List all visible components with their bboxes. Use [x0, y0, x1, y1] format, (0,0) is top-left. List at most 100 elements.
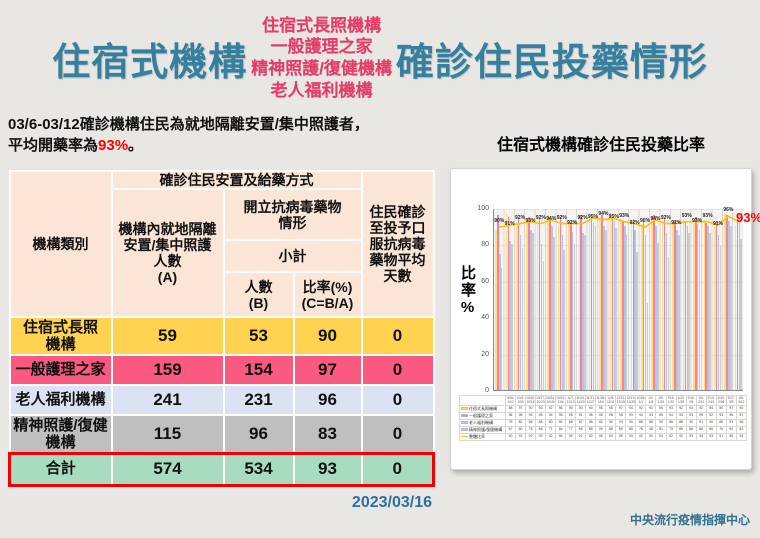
- mini-value-cell: 75: [504, 419, 517, 427]
- mini-table-header: 9/26- 10/2 10/3- 10/9 10/10- 10/16 10/17- 10/23…: [459, 395, 748, 406]
- bar: [590, 217, 593, 390]
- mini-value-cell: 95: [695, 412, 707, 420]
- mini-date-cell: 10/31- 11/6: [555, 395, 567, 406]
- mini-value-cell: 90: [715, 405, 727, 413]
- cell-c: 83: [292, 414, 363, 455]
- bar: [540, 244, 543, 390]
- gridline: [494, 245, 743, 247]
- row-label: 老人福利機構: [8, 384, 113, 417]
- bar: [611, 217, 614, 390]
- bar: [630, 222, 633, 390]
- bar: [653, 215, 655, 390]
- bar: [625, 235, 628, 390]
- mini-value-cell: 90: [735, 405, 748, 413]
- mini-value-cell: 95: [565, 412, 577, 420]
- bar: [516, 226, 518, 390]
- bar: [717, 235, 720, 390]
- mini-value-cell: 93: [725, 419, 737, 427]
- bar: [703, 218, 706, 390]
- bar: [688, 233, 690, 390]
- mini-value-cell: 88: [535, 419, 547, 427]
- bar: [632, 218, 635, 390]
- bar: [622, 220, 624, 390]
- bar: [568, 220, 570, 390]
- final-rate-label: 93%: [736, 209, 760, 225]
- bar: [507, 217, 510, 390]
- mini-value-cell: 93: [535, 433, 547, 441]
- mini-value-cell: 90: [555, 419, 567, 427]
- mini-value-cell: 88: [504, 405, 517, 413]
- point-label: 93%: [702, 212, 713, 219]
- point-label: 96%: [723, 207, 734, 214]
- mini-value-cell: 86: [585, 419, 597, 427]
- mini-value-cell: 95: [615, 412, 627, 420]
- mini-value-cell: 90: [525, 405, 537, 413]
- bar: [536, 222, 539, 390]
- mini-value-cell: 94: [545, 412, 557, 420]
- mini-value-cell: 92: [565, 433, 577, 441]
- cell-a: 241: [110, 384, 225, 417]
- mini-value-cell: 87: [575, 419, 587, 427]
- mini-value-cell: 85: [565, 419, 577, 427]
- table-row-elder-welfare: 老人福利機構 241 231 96 0: [8, 384, 435, 417]
- header-col-b: 人數 (B): [222, 271, 295, 319]
- legend-label: 整體比率: [469, 433, 485, 439]
- bar: [677, 235, 680, 390]
- mini-value-cell: 80: [545, 419, 557, 427]
- mini-value-cell: 78: [525, 426, 537, 434]
- mini-value-cell: 85: [625, 426, 637, 434]
- chart-panel: 比率% 0 20 40 60 80 100 90% 91% 92% 93% 92% 94% 92% 92…: [450, 168, 760, 470]
- bar: [726, 215, 728, 390]
- summary-text: 03/6-03/12確診機構住民為就地隔離安置/集中照護者， 平均開藥率為93%…: [8, 114, 436, 156]
- bar: [521, 248, 524, 390]
- mini-value-cell: 86: [665, 419, 677, 427]
- mini-value-cell: 95: [595, 433, 607, 441]
- bar: [538, 218, 541, 390]
- mini-value-cell: 86: [535, 426, 547, 434]
- table-row-psychiatric-rehab: 精神照護/復健 機構 115 96 83 0: [8, 414, 435, 455]
- mini-value-cell: 93: [705, 433, 717, 441]
- point-label: 91%: [712, 221, 723, 228]
- mini-date-cell: 1/30- 2/5: [685, 395, 697, 406]
- cell-b: 53: [222, 316, 295, 357]
- cell-a: 159: [110, 354, 225, 387]
- bar: [676, 229, 678, 390]
- mini-value-cell: 94: [635, 412, 647, 420]
- point-label: 95%: [608, 214, 619, 221]
- mini-value-cell: 80: [515, 426, 527, 434]
- mini-value-cell: 88: [605, 426, 617, 434]
- bar: [641, 224, 643, 390]
- plot-area: 90% 91% 92% 93% 92% 94% 92% 92% 92% 95% 94% 95% 93% 9…: [493, 207, 760, 391]
- mini-value-cell: 91: [695, 419, 707, 427]
- bar: [594, 226, 597, 390]
- bar: [497, 215, 499, 390]
- bar: [517, 218, 520, 390]
- summary-suffix: 。: [128, 137, 144, 154]
- mini-date-cell: 11/21- 11/27: [585, 395, 597, 406]
- bar: [661, 220, 664, 390]
- mini-value-cell: 95: [605, 405, 617, 413]
- bar: [730, 226, 732, 390]
- mini-value-cell: 76: [635, 426, 647, 434]
- cell-b: 231: [222, 384, 295, 417]
- legend-swatch: [461, 435, 468, 438]
- bar: [605, 229, 607, 390]
- mini-value-cell: 90: [705, 419, 717, 427]
- legend-item: 老人福利機構: [459, 419, 506, 427]
- mini-value-cell: 95: [515, 412, 527, 420]
- y-tick: 100: [477, 205, 489, 212]
- legend-swatch: [461, 428, 468, 432]
- point-label: 92%: [577, 214, 588, 221]
- mini-date-cell: 1/9- 1/15: [655, 395, 667, 406]
- mini-value-cell: 80: [575, 426, 587, 434]
- mini-value-cell: 90: [655, 419, 667, 427]
- cell-a: 115: [110, 414, 225, 455]
- point-label: 92%: [556, 214, 567, 221]
- cell-b: 534: [222, 451, 295, 487]
- mini-value-cell: 93: [625, 433, 637, 441]
- legend-label: 精神照護/復健機構: [469, 426, 503, 432]
- mini-value-cell: 96: [735, 419, 748, 427]
- mini-value-cell: 85: [525, 419, 537, 427]
- mini-value-cell: 73: [665, 426, 677, 434]
- mini-value-cell: 89: [615, 426, 627, 434]
